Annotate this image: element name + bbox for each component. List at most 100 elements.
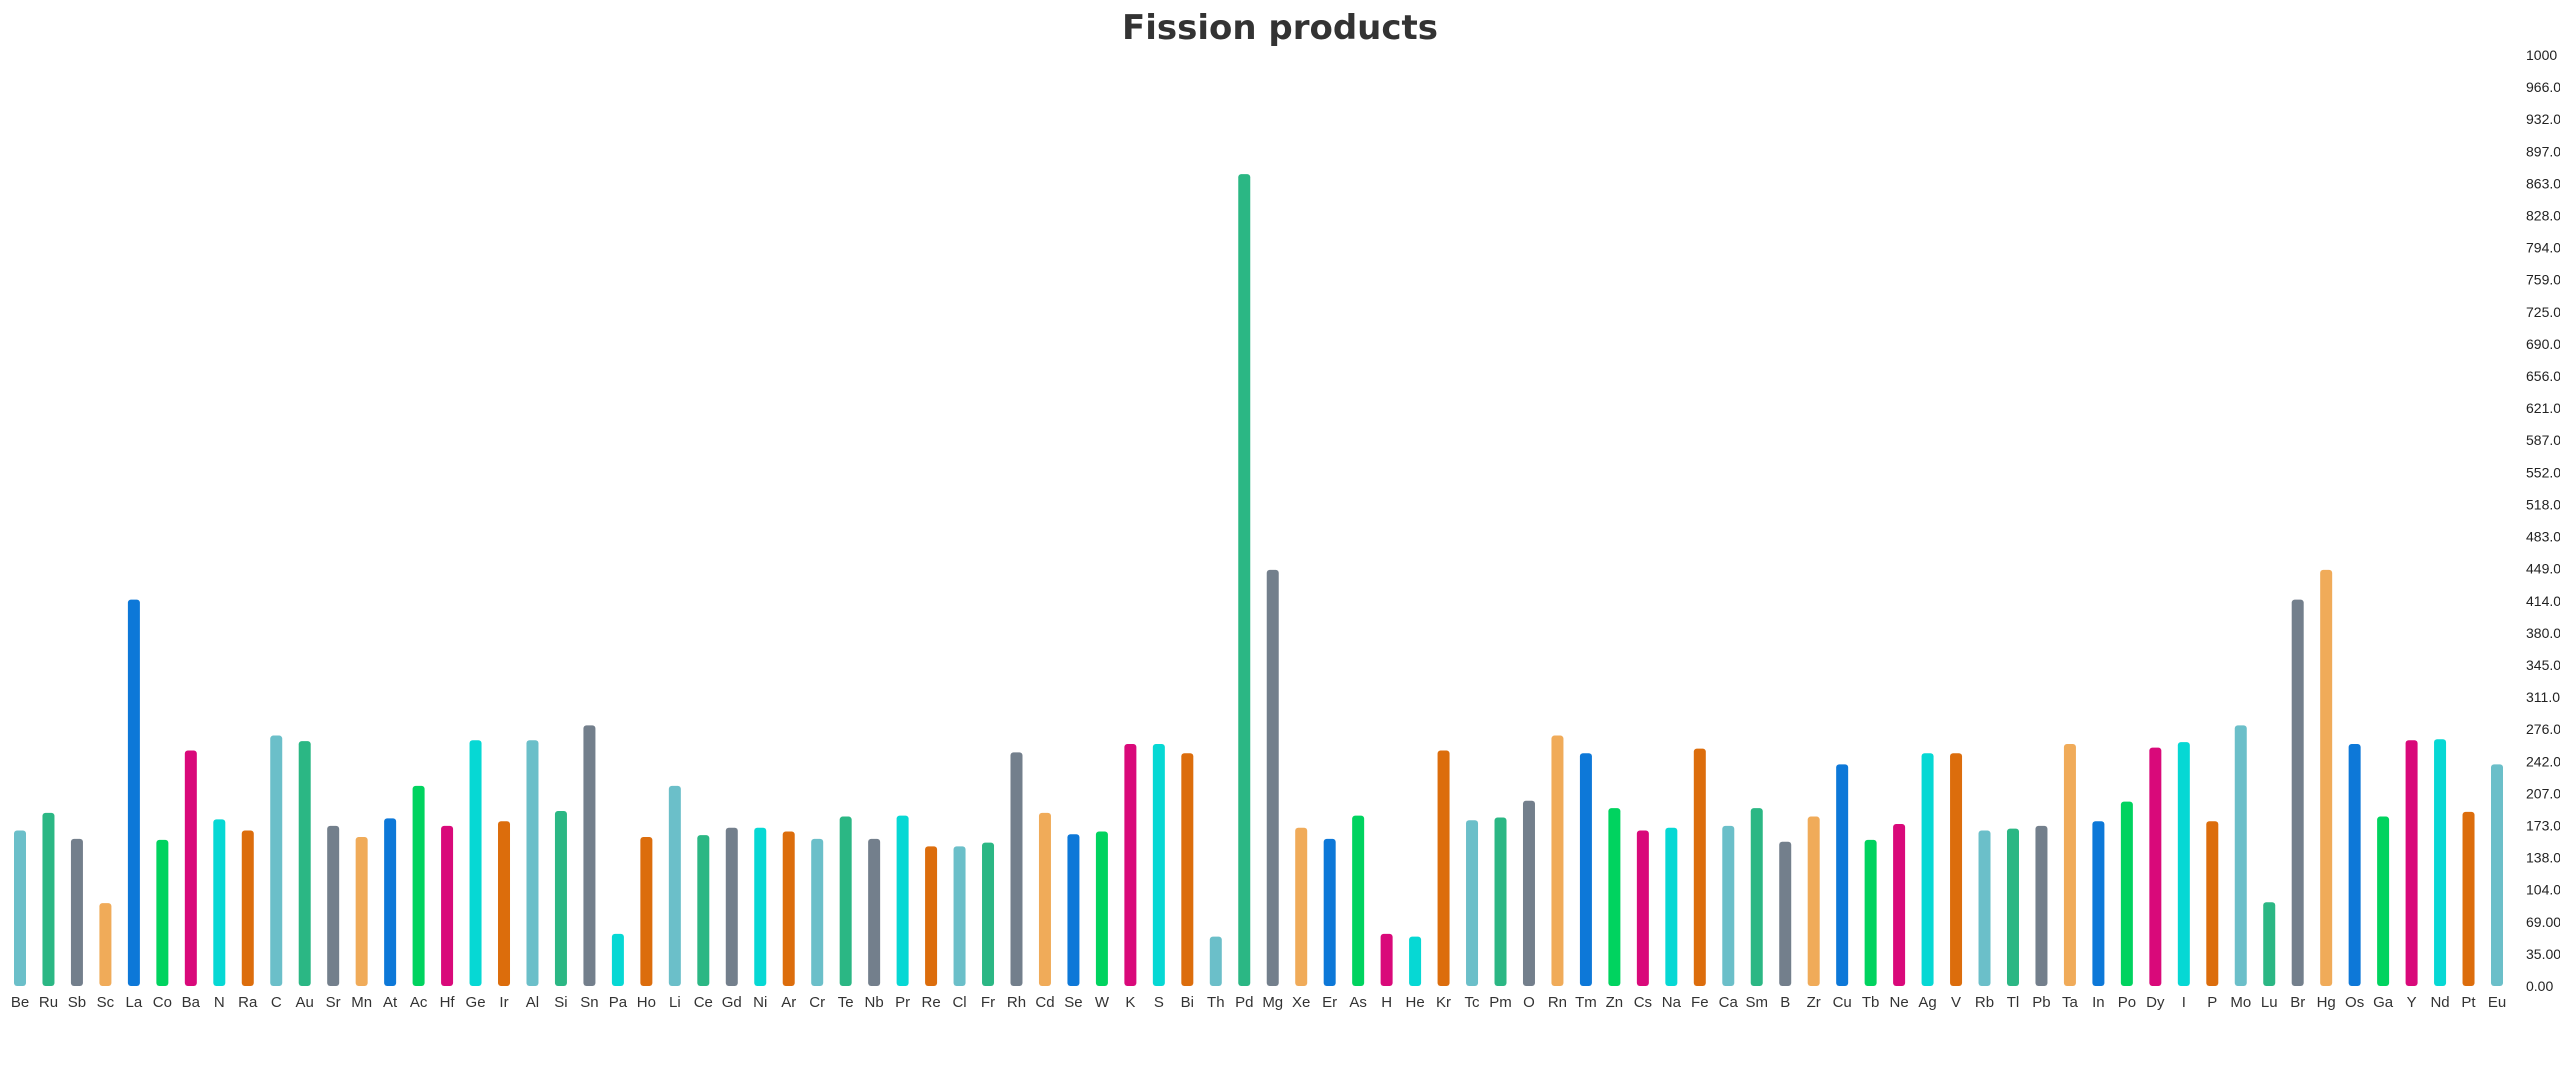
- bar-he[interactable]: [1409, 936, 1422, 986]
- bar-pt[interactable]: [2462, 811, 2475, 986]
- bar-re[interactable]: [925, 846, 938, 986]
- bar-cr[interactable]: [811, 838, 824, 986]
- bar-h[interactable]: [1380, 933, 1393, 986]
- bar-in[interactable]: [2092, 821, 2105, 986]
- bar-ta[interactable]: [2063, 743, 2076, 986]
- bar-te[interactable]: [839, 816, 852, 986]
- bar-be[interactable]: [14, 830, 26, 986]
- bar-as[interactable]: [1352, 815, 1365, 986]
- bar-cu[interactable]: [1836, 764, 1849, 986]
- bar-se[interactable]: [1067, 834, 1080, 986]
- bar-sc[interactable]: [99, 903, 112, 986]
- bar-ne[interactable]: [1893, 824, 1906, 986]
- bar-pr[interactable]: [896, 815, 909, 986]
- bar-ce[interactable]: [697, 835, 710, 986]
- bar-hf[interactable]: [441, 825, 454, 986]
- bar-p[interactable]: [2206, 821, 2219, 986]
- bar-rh[interactable]: [1010, 752, 1023, 986]
- x-tick-label-sb: Sb: [68, 994, 86, 1011]
- bar-eu[interactable]: [2491, 764, 2503, 986]
- bar-ho[interactable]: [640, 837, 653, 986]
- x-tick-label-k: K: [1125, 994, 1135, 1011]
- bar-cs[interactable]: [1636, 830, 1649, 986]
- bar-o[interactable]: [1522, 800, 1535, 986]
- x-tick-label-ge: Ge: [466, 994, 486, 1011]
- bar-ru[interactable]: [42, 812, 55, 986]
- x-tick-label-eu: Eu: [2488, 994, 2506, 1011]
- bar-sn[interactable]: [583, 725, 596, 986]
- bar-kr[interactable]: [1437, 750, 1450, 986]
- bar-tb[interactable]: [1864, 839, 1877, 986]
- bar-ba[interactable]: [184, 750, 197, 986]
- bar-gd[interactable]: [725, 827, 738, 986]
- x-tick-label-ho: Ho: [637, 994, 656, 1011]
- bar-rb[interactable]: [1978, 830, 1991, 986]
- bar-br[interactable]: [2291, 599, 2304, 986]
- bar-pa[interactable]: [611, 933, 624, 986]
- bar-zn[interactable]: [1608, 808, 1621, 986]
- bar-n[interactable]: [213, 819, 226, 986]
- bar-ag[interactable]: [1921, 753, 1934, 986]
- bar-sb[interactable]: [70, 838, 83, 986]
- bar-xe[interactable]: [1295, 827, 1308, 986]
- bar-mg[interactable]: [1266, 569, 1279, 986]
- bar-ac[interactable]: [412, 785, 425, 986]
- bar-k[interactable]: [1124, 743, 1137, 986]
- bar-at[interactable]: [384, 818, 397, 986]
- bar-cl[interactable]: [953, 846, 966, 986]
- bar-pd[interactable]: [1238, 174, 1251, 987]
- bar-ga[interactable]: [2377, 816, 2390, 986]
- bar-po[interactable]: [2120, 801, 2133, 986]
- bar-c[interactable]: [270, 735, 283, 986]
- bar-ni[interactable]: [754, 827, 767, 986]
- bar-la[interactable]: [127, 599, 140, 986]
- bar-tc[interactable]: [1466, 820, 1479, 986]
- bar-hg[interactable]: [2320, 569, 2333, 986]
- bar-i[interactable]: [2177, 742, 2190, 986]
- x-tick-label-hf: Hf: [440, 994, 456, 1011]
- bar-bi[interactable]: [1181, 753, 1194, 986]
- bar-lu[interactable]: [2263, 902, 2276, 986]
- bar-dy[interactable]: [2149, 747, 2162, 986]
- bar-w[interactable]: [1095, 831, 1108, 986]
- bar-mn[interactable]: [355, 837, 368, 986]
- bar-sm[interactable]: [1750, 808, 1763, 986]
- bar-rn[interactable]: [1551, 735, 1564, 986]
- bar-li[interactable]: [668, 785, 681, 986]
- bar-ar[interactable]: [782, 831, 795, 986]
- bar-zr[interactable]: [1807, 816, 1820, 986]
- bar-co[interactable]: [156, 839, 169, 986]
- bar-ir[interactable]: [498, 821, 511, 986]
- bar-ra[interactable]: [241, 830, 254, 986]
- bar-ca[interactable]: [1722, 825, 1735, 986]
- bar-au[interactable]: [298, 741, 311, 986]
- bar-al[interactable]: [526, 740, 539, 986]
- bar-nd[interactable]: [2434, 739, 2447, 986]
- x-tick-label-ce: Ce: [694, 994, 713, 1011]
- bar-tl[interactable]: [2006, 828, 2019, 986]
- x-tick-label-cd: Cd: [1035, 994, 1054, 1011]
- bar-nb[interactable]: [868, 838, 881, 986]
- bar-pm[interactable]: [1494, 817, 1507, 986]
- y-tick-label: 552.0: [2526, 464, 2560, 480]
- bar-mo[interactable]: [2234, 725, 2247, 986]
- bar-s[interactable]: [1152, 743, 1165, 986]
- bar-er[interactable]: [1323, 838, 1336, 986]
- y-tick-label: 207.0: [2526, 785, 2560, 801]
- bar-si[interactable]: [554, 810, 567, 986]
- bar-pb[interactable]: [2035, 825, 2048, 986]
- bar-fr[interactable]: [982, 842, 995, 986]
- bar-sr[interactable]: [327, 825, 340, 986]
- bar-th[interactable]: [1209, 936, 1222, 986]
- bar-na[interactable]: [1665, 827, 1678, 986]
- bar-v[interactable]: [1950, 753, 1963, 986]
- bar-ge[interactable]: [469, 740, 482, 986]
- bar-y[interactable]: [2405, 740, 2418, 986]
- x-tick-label-pd: Pd: [1235, 994, 1253, 1011]
- bar-fe[interactable]: [1693, 748, 1706, 986]
- bar-tm[interactable]: [1579, 753, 1592, 986]
- bar-b[interactable]: [1779, 841, 1792, 986]
- bar-os[interactable]: [2348, 743, 2361, 986]
- bar-cd[interactable]: [1038, 812, 1051, 986]
